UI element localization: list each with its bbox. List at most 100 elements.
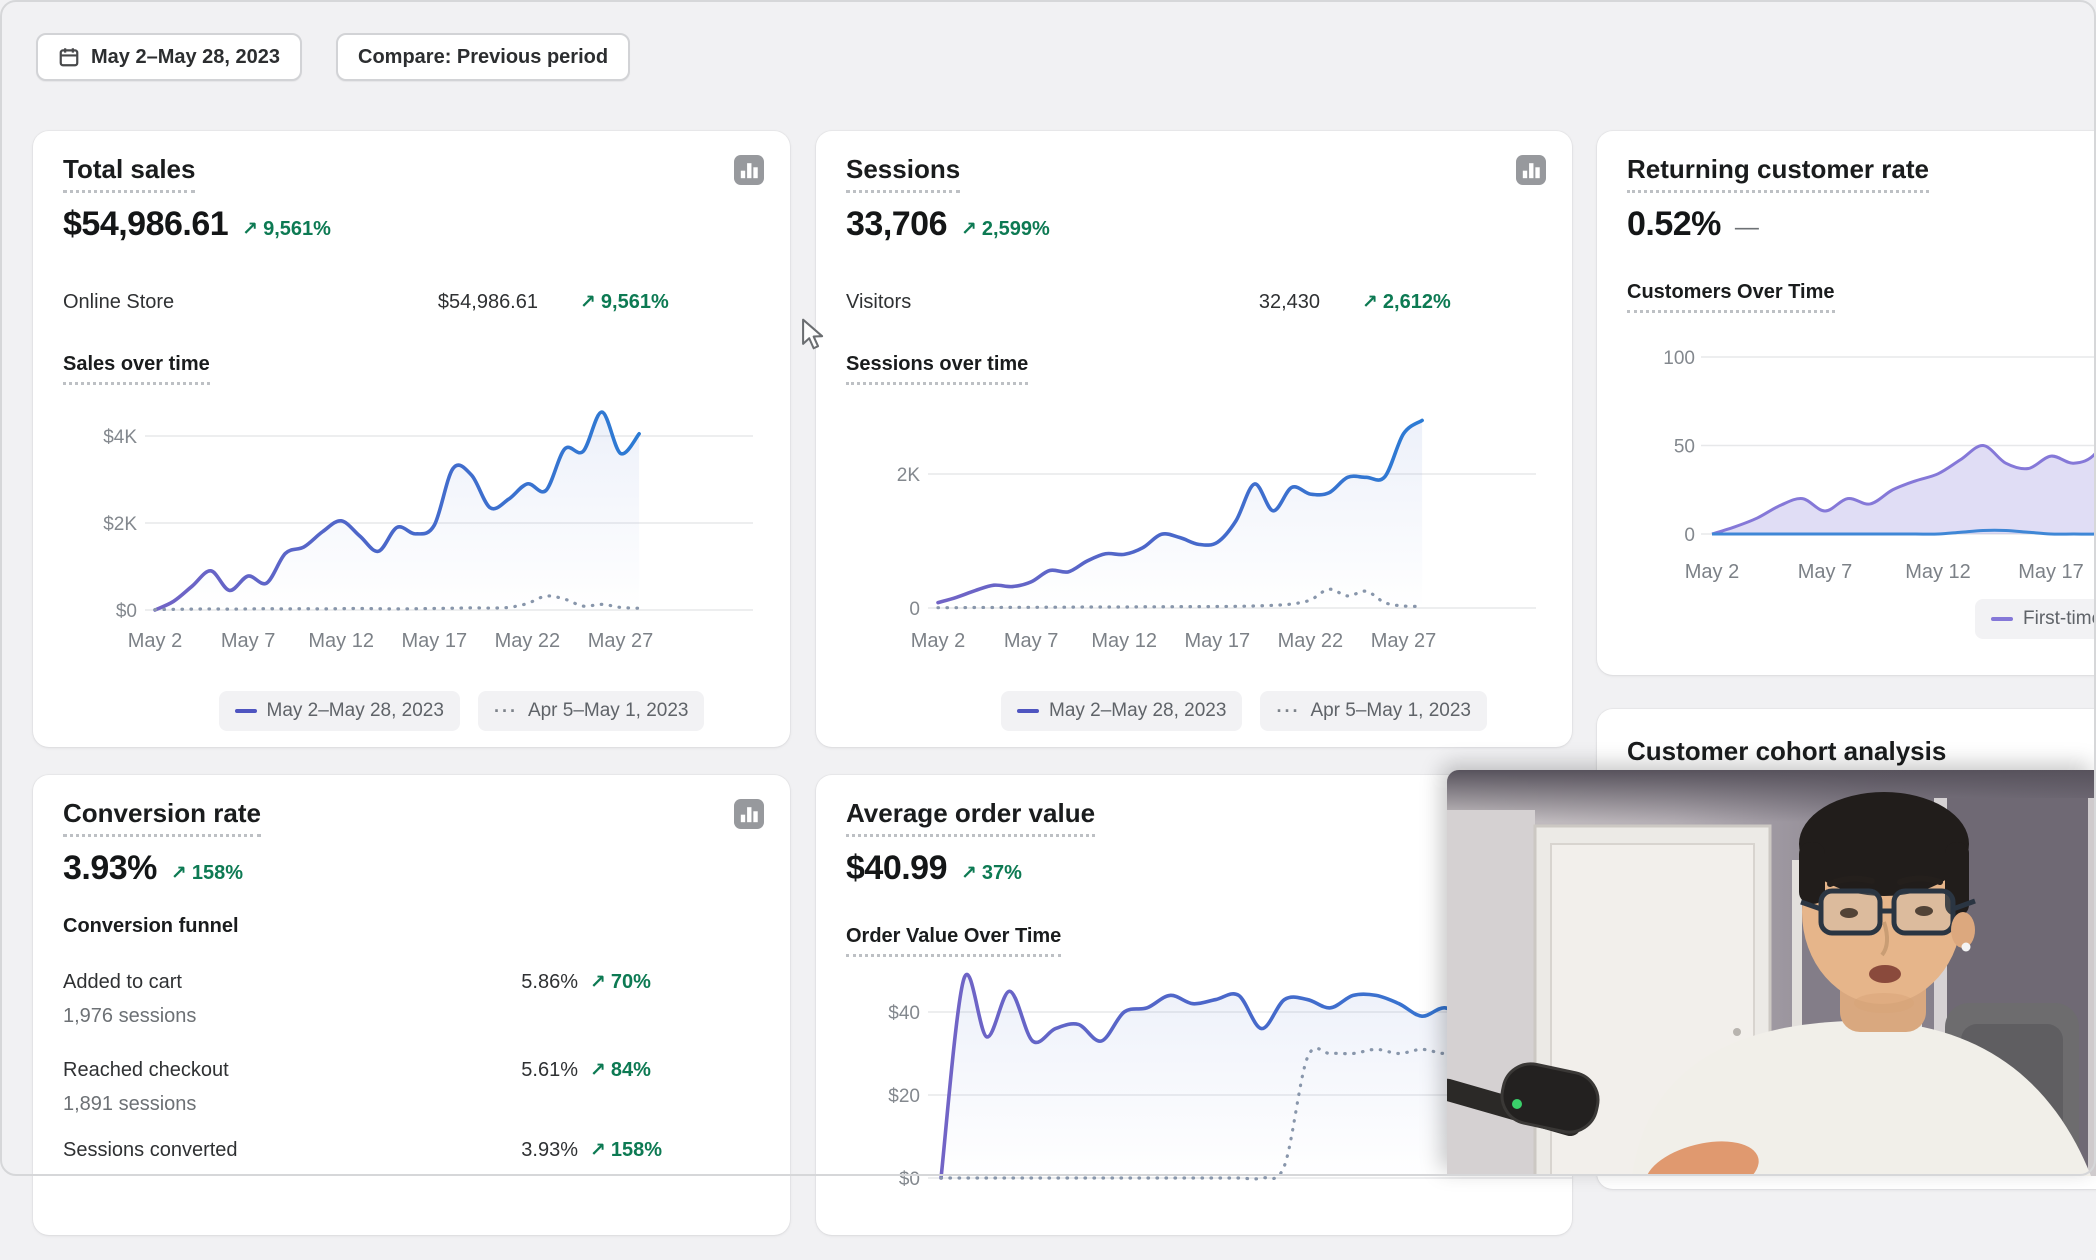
svg-text:May 7: May 7 — [1798, 561, 1852, 583]
sessions-title[interactable]: Sessions — [846, 155, 961, 193]
svg-text:May 2: May 2 — [911, 630, 965, 652]
compare-button[interactable]: Compare: Previous period — [336, 33, 631, 81]
svg-text:50: 50 — [1674, 437, 1695, 458]
compare-label: Compare: Previous period — [358, 45, 609, 68]
trend-up-icon: ↗ — [590, 1060, 606, 1081]
total-sales-breakdown-row[interactable]: Online Store $54,986.61 ↗ 9,561% — [63, 291, 760, 314]
funnel-step-sessions: 1,891 sessions — [63, 1093, 197, 1115]
legend-previous-period[interactable]: ··· Apr 5–May 1, 2023 — [477, 691, 705, 731]
trend-up-icon: ↗ — [961, 863, 977, 884]
svg-text:May 22: May 22 — [1278, 630, 1344, 652]
dotted-line-swatch-icon: ··· — [1276, 700, 1301, 721]
legend-previous-period[interactable]: ··· Apr 5–May 1, 2023 — [1260, 691, 1487, 731]
sessions-over-time-chart: 0 2K May 2 May 7 May 12 May 17 May 22 May 27 — [897, 418, 1536, 652]
bar-chart-icon[interactable] — [1516, 155, 1546, 185]
breakdown-label: Online Store — [63, 291, 175, 313]
conversion-rate-card: Conversion rate 3.93% ↗ 158% Conversion f… — [33, 775, 790, 1235]
funnel-step-delta: ↗ 84% — [590, 1059, 651, 1081]
trend-up-icon: ↗ — [1362, 292, 1378, 313]
calendar-icon — [58, 46, 80, 68]
svg-text:May 7: May 7 — [221, 630, 275, 652]
svg-text:May 12: May 12 — [1905, 561, 1971, 583]
svg-text:$0: $0 — [116, 601, 137, 622]
total-sales-title[interactable]: Total sales — [63, 155, 196, 193]
legend-current-period[interactable]: May 2–May 28, 2023 — [218, 691, 460, 731]
customers-over-time-chart: 0 50 100 May 2 May 7 May 12 May 17 — [1663, 348, 2096, 583]
bar-chart-icon[interactable] — [734, 155, 764, 185]
aov-title[interactable]: Average order value — [846, 799, 1096, 837]
total-sales-card: Total sales $54,986.61 ↗ 9,561% Online St… — [33, 131, 790, 747]
customers-over-time-label[interactable]: Customers Over Time — [1627, 281, 1835, 313]
trend-up-icon: ↗ — [961, 219, 977, 240]
trend-up-icon: ↗ — [580, 292, 596, 313]
svg-text:May 27: May 27 — [1371, 630, 1437, 652]
breakdown-delta: ↗ 9,561% — [580, 291, 669, 313]
trend-up-icon: ↗ — [590, 972, 606, 993]
average-order-value-card: Average order value $40.99 ↗ 37% Order Va… — [816, 775, 1572, 1235]
svg-text:May 27: May 27 — [588, 630, 654, 652]
returning-rate-title[interactable]: Returning customer rate — [1627, 155, 1929, 193]
solid-line-swatch-icon — [234, 709, 257, 713]
funnel-step-rate: 5.61% — [521, 1059, 578, 1081]
svg-text:0: 0 — [909, 599, 920, 620]
svg-text:2K: 2K — [897, 465, 921, 486]
funnel-step-label: Sessions converted — [63, 1139, 238, 1161]
breakdown-delta: ↗ 2,612% — [1362, 291, 1451, 313]
trend-up-icon: ↗ — [242, 219, 259, 240]
sales-over-time-chart: $0 $2K $4K May 2 May 7 May 12 May 17 May 22 May … — [103, 410, 753, 652]
date-range-label: May 2–May 28, 2023 — [91, 45, 281, 68]
conversion-rate-value: 3.93% — [63, 849, 157, 887]
svg-text:May 2: May 2 — [128, 630, 182, 652]
sessions-card: Sessions 33,706 ↗ 2,599% Visitors 32,430 … — [816, 131, 1572, 747]
svg-text:May 7: May 7 — [1004, 630, 1058, 652]
funnel-step-delta: ↗ 70% — [590, 971, 651, 993]
conversion-rate-delta: ↗ 158% — [170, 862, 243, 884]
webcam-scene — [1447, 770, 2096, 1176]
webcam-video-overlay — [1447, 770, 2096, 1176]
funnel-step-rate: 5.86% — [521, 971, 578, 993]
funnel-step-label: Reached checkout 1,891 sessions — [63, 1059, 430, 1116]
svg-text:May 2: May 2 — [1685, 561, 1739, 583]
funnel-row-added-to-cart[interactable]: Added to cart 1,976 sessions 5.86% ↗ 70% — [63, 971, 760, 1028]
conversion-rate-title[interactable]: Conversion rate — [63, 799, 261, 837]
funnel-step-rate: 3.93% — [521, 1139, 578, 1161]
trend-up-icon: ↗ — [170, 863, 187, 884]
returning-rate-no-change: — — [1734, 214, 1759, 241]
breakdown-value: 32,430 — [1258, 291, 1320, 313]
customer-cohort-title[interactable]: Customer cohort analysis — [1627, 737, 1947, 775]
svg-text:May 17: May 17 — [402, 630, 468, 652]
funnel-row-reached-checkout[interactable]: Reached checkout 1,891 sessions 5.61% ↗ 8… — [63, 1059, 760, 1116]
sessions-value: 33,706 — [846, 205, 948, 243]
svg-text:$40: $40 — [888, 1003, 920, 1024]
bar-chart-icon[interactable] — [734, 799, 764, 829]
total-sales-value: $54,986.61 — [63, 205, 229, 243]
dotted-line-swatch-icon: ··· — [493, 700, 518, 721]
funnel-row-sessions-converted[interactable]: Sessions converted 3.93% ↗ 158% — [63, 1139, 760, 1162]
aov-delta: ↗ 37% — [961, 862, 1022, 884]
returning-rate-value: 0.52% — [1627, 205, 1721, 243]
legend-current-period[interactable]: May 2–May 28, 2023 — [1001, 691, 1243, 731]
aov-value: $40.99 — [846, 849, 948, 887]
svg-text:0: 0 — [1684, 525, 1695, 546]
breakdown-label: Visitors — [846, 291, 912, 313]
sessions-breakdown-row[interactable]: Visitors 32,430 ↗ 2,612% — [846, 291, 1542, 314]
svg-text:May 17: May 17 — [1185, 630, 1251, 652]
svg-text:100: 100 — [1663, 348, 1695, 369]
total-sales-delta: ↗ 9,561% — [242, 218, 331, 240]
svg-text:May 12: May 12 — [1091, 630, 1157, 652]
returning-customer-rate-card: Returning customer rate 0.52% — Customer… — [1597, 131, 2096, 675]
svg-text:$0: $0 — [899, 1169, 920, 1190]
order-value-over-time-label[interactable]: Order Value Over Time — [846, 925, 1062, 957]
sessions-over-time-label[interactable]: Sessions over time — [846, 353, 1029, 385]
svg-text:May 17: May 17 — [2018, 561, 2084, 583]
legend-first-time[interactable]: First-time — [1975, 599, 2096, 639]
breakdown-value: $54,986.61 — [437, 291, 538, 313]
sessions-delta: ↗ 2,599% — [961, 218, 1050, 240]
date-range-button[interactable]: May 2–May 28, 2023 — [36, 33, 303, 81]
svg-text:$20: $20 — [888, 1086, 920, 1107]
trend-up-icon: ↗ — [590, 1140, 606, 1161]
funnel-step-sessions: 1,976 sessions — [63, 1005, 197, 1027]
mouse-cursor — [800, 318, 830, 357]
svg-text:May 12: May 12 — [308, 630, 374, 652]
sales-over-time-label[interactable]: Sales over time — [63, 353, 210, 385]
